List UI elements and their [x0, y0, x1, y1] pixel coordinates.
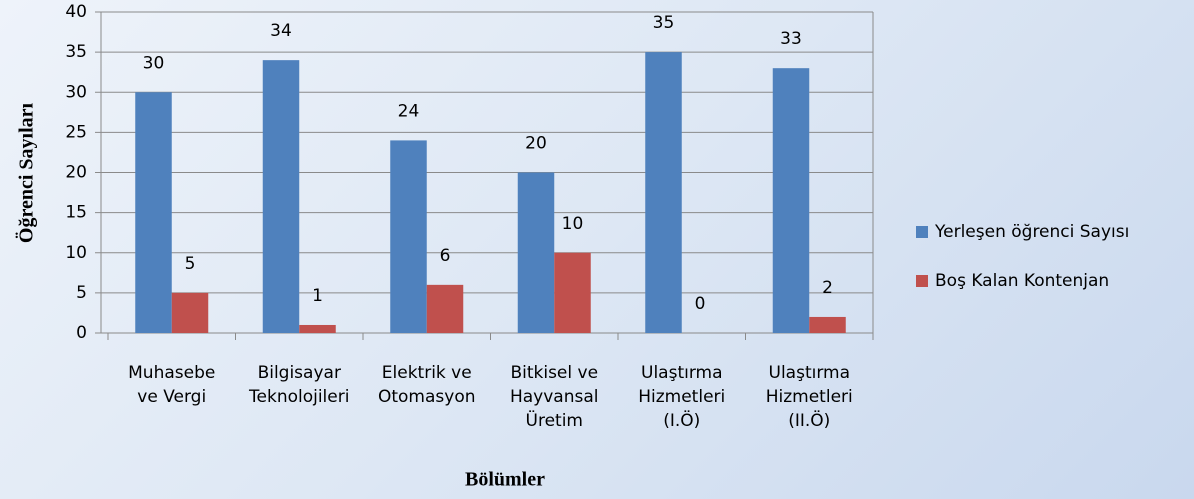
- x-tick-label: Ulaştırma: [641, 363, 723, 383]
- x-tick-label: Ulaştırma: [769, 363, 851, 383]
- legend-label: Boş Kalan Kontenjan: [935, 271, 1109, 291]
- y-tick-label: 0: [76, 323, 87, 343]
- x-tick-label: Hizmetleri: [638, 387, 725, 407]
- x-tick-label: Bitkisel ve: [510, 363, 598, 383]
- legend-swatch: [916, 275, 928, 287]
- value-label: 34: [270, 21, 292, 41]
- x-tick-label: (II.Ö): [788, 409, 830, 431]
- value-label: 33: [780, 29, 802, 49]
- bar: [809, 316, 846, 333]
- value-label: 35: [653, 13, 675, 33]
- y-tick-label: 35: [65, 42, 87, 62]
- x-axis-label: Bölümler: [465, 469, 545, 491]
- y-axis-label: Öğrenci Sayıları: [15, 102, 38, 243]
- bar: [645, 52, 682, 333]
- value-label: 24: [398, 101, 420, 121]
- value-label: 0: [695, 294, 706, 314]
- y-tick-label: 40: [65, 2, 87, 22]
- legend-label: Yerleşen öğrenci Sayısı: [934, 222, 1129, 242]
- x-tick-label: Otomasyon: [378, 387, 476, 407]
- value-label: 30: [143, 53, 165, 73]
- bar: [390, 140, 427, 333]
- x-tick-label: Muhasebe: [128, 363, 215, 383]
- value-label: 10: [562, 214, 584, 234]
- x-tick-label: Bilgisayar: [258, 363, 341, 383]
- y-tick-label: 25: [65, 122, 87, 142]
- bar: [517, 172, 555, 333]
- value-label: 2: [822, 278, 833, 298]
- y-tick-label: 20: [65, 163, 87, 183]
- x-tick-label: Elektrik ve: [382, 363, 472, 383]
- bar: [135, 92, 172, 333]
- x-tick-label: (I.Ö): [663, 409, 700, 431]
- x-tick-label: ve Vergi: [137, 387, 206, 407]
- value-label: 20: [525, 134, 547, 154]
- x-tick-label: Hizmetleri: [766, 387, 853, 407]
- value-label: 5: [185, 254, 196, 274]
- value-label: 1: [312, 286, 323, 306]
- x-tick-label: Teknolojileri: [248, 387, 349, 407]
- x-tick-label: Hayvansal: [510, 387, 599, 407]
- y-tick-label: 30: [65, 82, 87, 102]
- bar: [171, 292, 209, 333]
- y-tick-label: 5: [76, 283, 87, 303]
- y-tick-label: 15: [65, 203, 87, 223]
- bar: [299, 324, 336, 333]
- y-tick-label: 10: [65, 243, 87, 263]
- value-label: 6: [440, 246, 451, 266]
- bar: [426, 284, 464, 333]
- bar: [262, 60, 300, 334]
- x-tick-label: Üretim: [526, 409, 583, 431]
- bar: [554, 252, 591, 333]
- bar: [772, 68, 810, 334]
- legend-swatch: [916, 226, 928, 238]
